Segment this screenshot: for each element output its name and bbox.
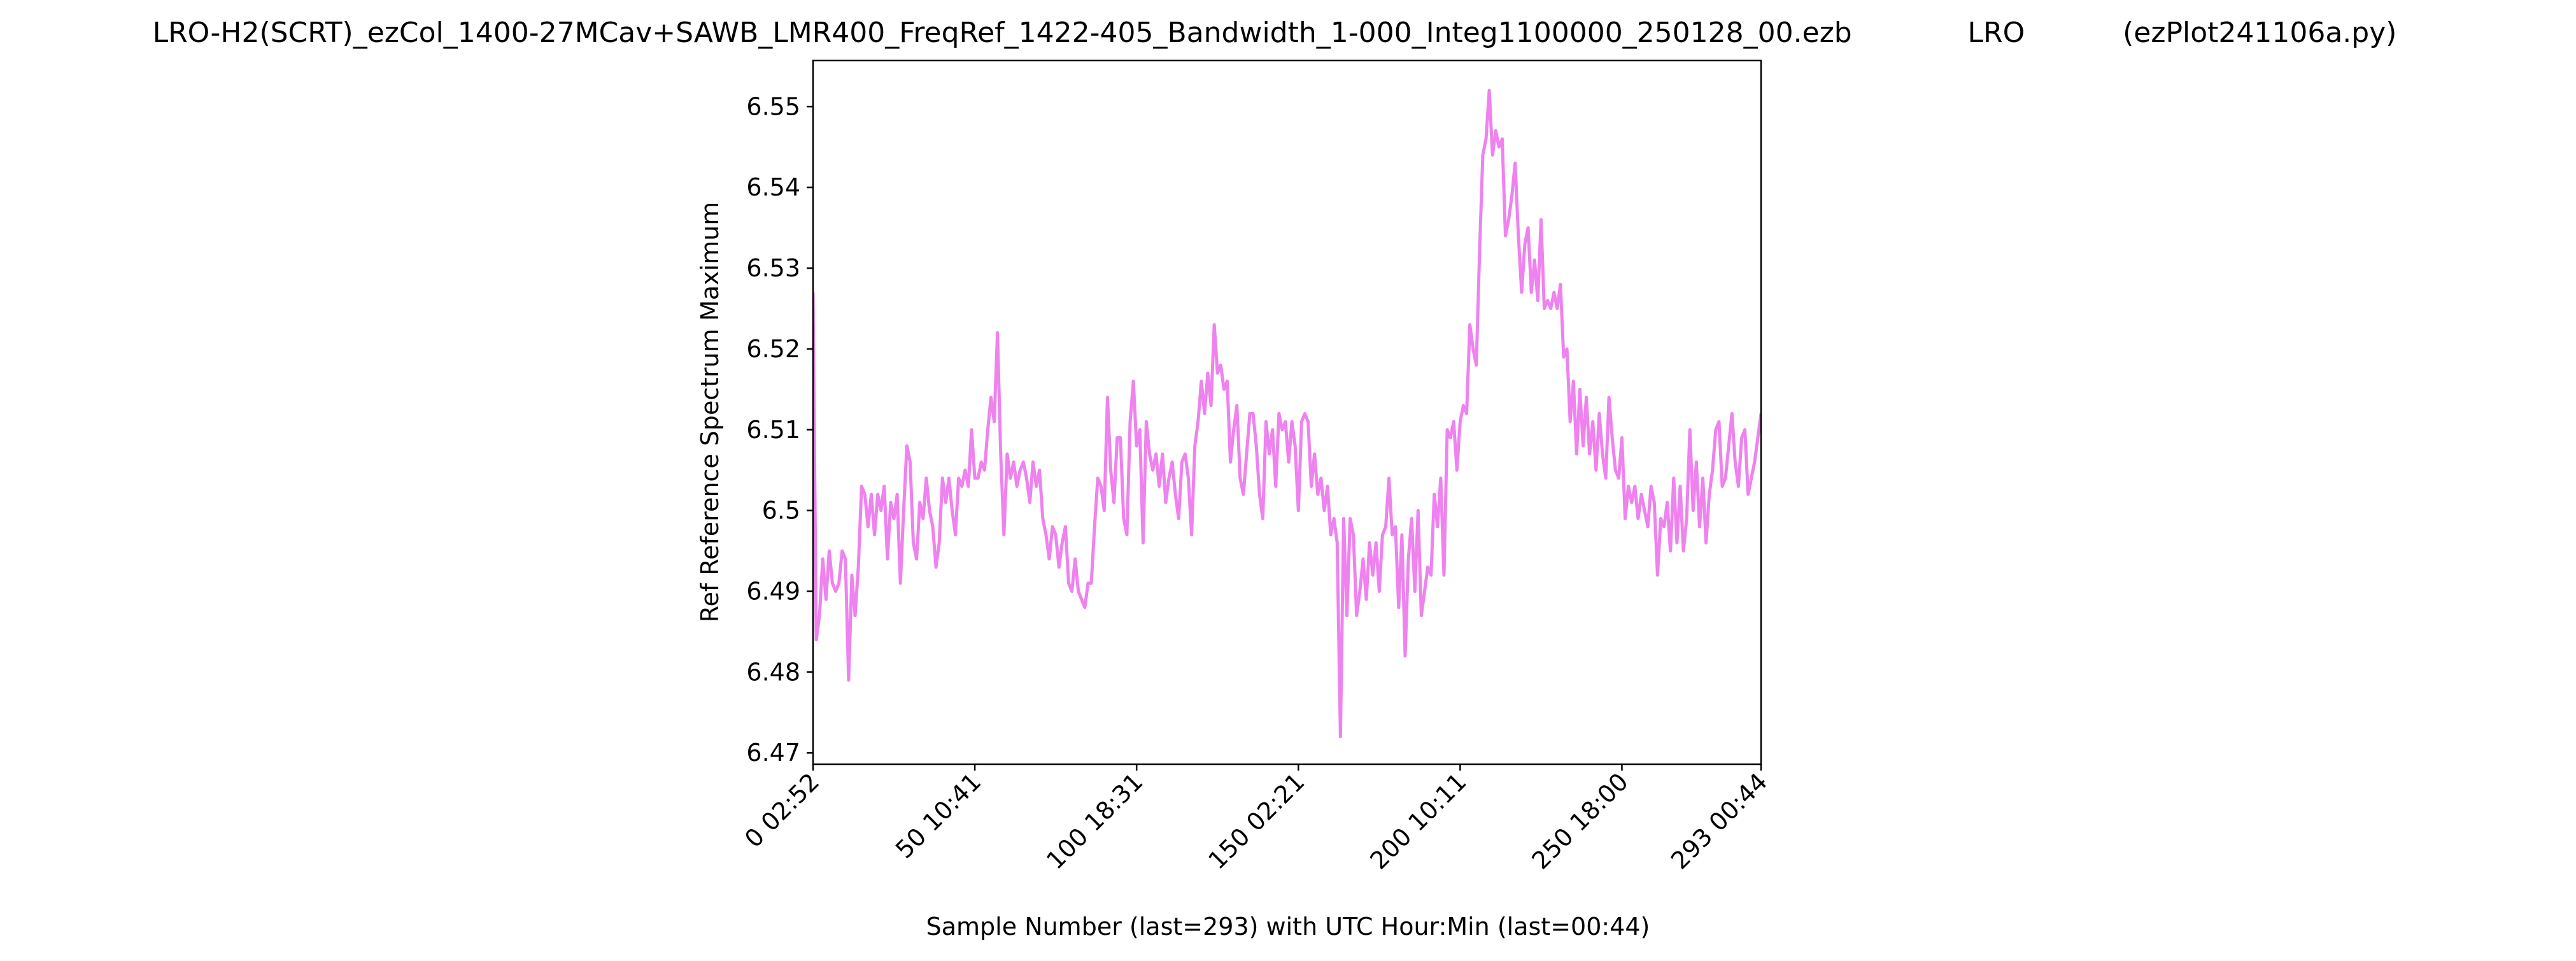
y-tick-label: 6.49: [746, 578, 800, 606]
x-tick-label: 200 10:11: [1364, 767, 1471, 874]
y-tick-label: 6.53: [746, 254, 800, 282]
y-tick-label: 6.52: [746, 335, 800, 363]
x-axis-label: Sample Number (last=293) with UTC Hour:M…: [926, 913, 1650, 941]
x-tick-label: 0 02:52: [739, 767, 824, 853]
x-tick-label: 50 10:41: [890, 767, 986, 864]
y-tick-label: 6.55: [746, 92, 800, 120]
x-tick-label: 150 02:21: [1203, 767, 1310, 874]
x-tick-label: 250 18:00: [1526, 767, 1633, 874]
data-line: [813, 89, 1761, 739]
chart-title: LRO-H2(SCRT)_ezCol_1400-27MCav+SAWB_LMR4…: [153, 17, 2397, 49]
x-tick-label: 293 00:44: [1666, 767, 1773, 874]
x-tick-label: 100 18:31: [1041, 767, 1148, 874]
y-tick-label: 6.48: [746, 658, 800, 686]
y-tick-label: 6.5: [762, 497, 800, 525]
y-tick-label: 6.47: [746, 739, 800, 767]
y-tick-label: 6.51: [746, 416, 800, 444]
plot-area: [813, 89, 1761, 739]
y-axis-label: Ref Reference Spectrum Maximum: [696, 202, 724, 622]
y-tick-label: 6.54: [746, 173, 800, 201]
plot-frame: [812, 59, 1762, 765]
